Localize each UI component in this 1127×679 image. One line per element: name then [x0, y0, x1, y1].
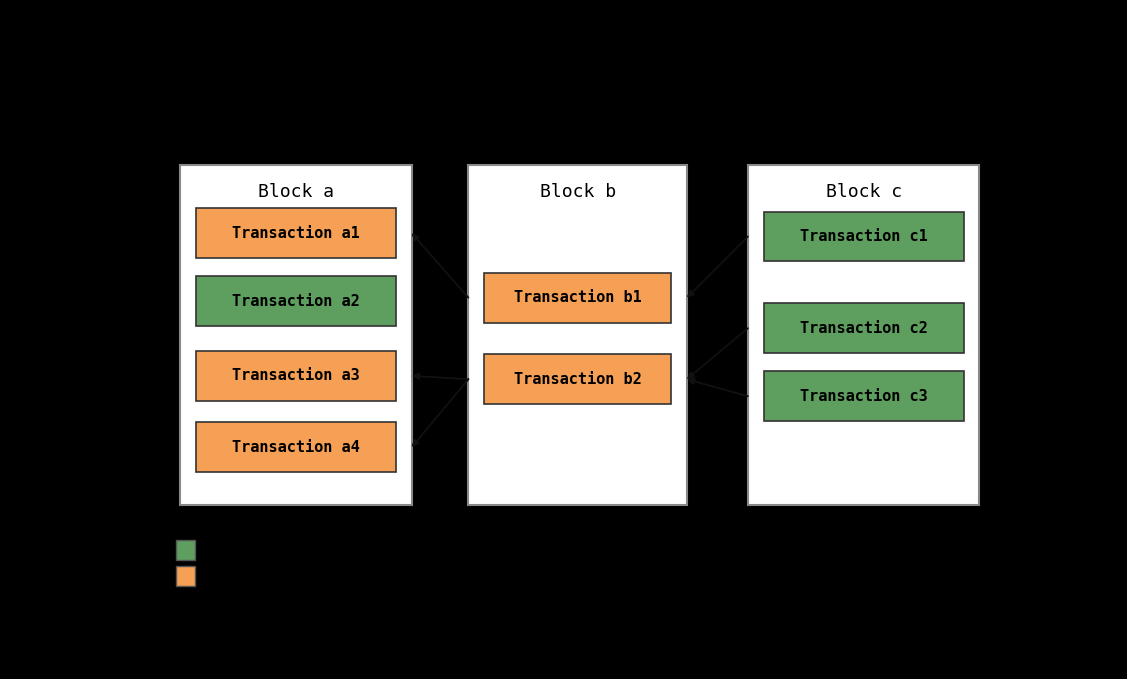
FancyBboxPatch shape — [176, 566, 195, 586]
FancyBboxPatch shape — [196, 276, 396, 326]
Text: Block b: Block b — [540, 183, 615, 202]
Text: Transaction b2: Transaction b2 — [514, 371, 641, 387]
FancyBboxPatch shape — [469, 165, 686, 505]
Text: Transaction c3: Transaction c3 — [800, 388, 928, 404]
Text: Transaction a3: Transaction a3 — [232, 368, 360, 384]
Text: Block a: Block a — [258, 183, 334, 202]
FancyBboxPatch shape — [196, 351, 396, 401]
FancyBboxPatch shape — [196, 208, 396, 258]
FancyBboxPatch shape — [764, 304, 964, 353]
FancyBboxPatch shape — [485, 354, 671, 404]
FancyBboxPatch shape — [764, 371, 964, 421]
FancyBboxPatch shape — [196, 422, 396, 472]
FancyBboxPatch shape — [176, 540, 195, 560]
FancyBboxPatch shape — [748, 165, 979, 505]
FancyBboxPatch shape — [764, 212, 964, 261]
Text: Transaction a4: Transaction a4 — [232, 440, 360, 455]
Text: Transaction b1: Transaction b1 — [514, 290, 641, 305]
Text: Transaction c2: Transaction c2 — [800, 320, 928, 335]
FancyBboxPatch shape — [485, 273, 671, 323]
Text: Transaction c1: Transaction c1 — [800, 229, 928, 244]
FancyBboxPatch shape — [180, 165, 411, 505]
Text: Transaction a1: Transaction a1 — [232, 225, 360, 240]
Text: Block c: Block c — [826, 183, 902, 202]
Text: Transaction a2: Transaction a2 — [232, 293, 360, 308]
